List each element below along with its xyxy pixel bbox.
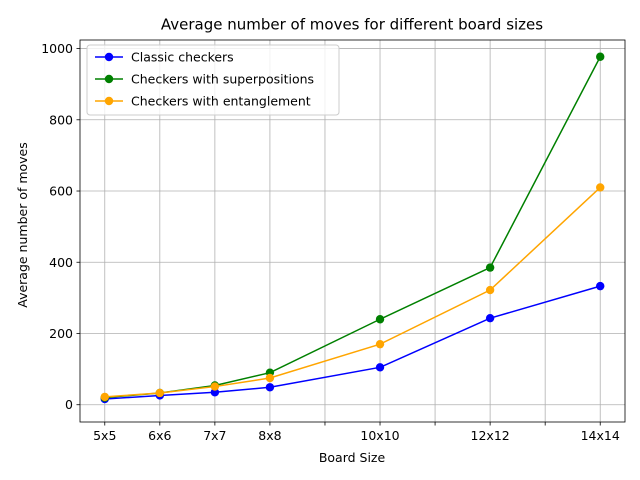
x-tick-label: 6x6 [148,428,171,443]
data-point [596,183,605,192]
chart-title: Average number of moves for different bo… [161,16,543,34]
y-tick-label: 800 [49,112,73,127]
plot-frame [79,39,626,423]
y-axis-ticks: 0 200 400 600 800 1000 [41,41,80,412]
legend-label: Checkers with entanglement [131,94,311,109]
series-line [104,186,601,398]
x-tick-label: 10x10 [360,428,399,443]
grid-lines [80,40,625,422]
x-tick-label: 7x7 [203,428,226,443]
legend-marker [104,96,114,106]
legend-label: Classic checkers [131,50,234,65]
legend-entry: Classic checkers [95,50,234,65]
x-tick-label: 8x8 [258,428,281,443]
legend: Classic checkers Checkers with superposit… [86,44,340,116]
y-tick-label: 400 [49,255,73,270]
y-tick-label: 200 [49,326,73,341]
y-tick-label: 600 [49,184,73,199]
data-point [265,383,275,392]
data-point [155,388,165,398]
data-point [485,313,495,323]
data-point [485,285,495,295]
y-tick-label: 0 [65,397,73,412]
legend-marker [104,74,114,84]
series-3 [100,183,605,402]
x-tick-label: 12x12 [471,428,510,443]
data-point [375,363,385,372]
y-tick-label: 1000 [41,41,73,56]
data-point [375,339,385,349]
legend-entry: Checkers with entanglement [95,94,311,109]
y-axis-label: Average number of moves [15,142,30,308]
series-layer [100,52,605,404]
data-point [100,392,109,402]
data-point [596,281,605,291]
data-point [265,373,275,383]
legend-label: Checkers with superpositions [131,72,314,87]
legend-marker [104,52,114,62]
data-point [485,263,495,272]
data-point [210,382,220,391]
series-1 [100,281,605,404]
x-axis-label: Board Size [319,450,386,465]
series-line [104,285,601,400]
x-axis-ticks: 5x5 6x6 7x7 8x8 10x10 12x12 14x14 [93,422,620,443]
data-point [375,315,385,324]
x-tick-label: 14x14 [581,428,620,443]
x-tick-label: 5x5 [93,428,116,443]
legend-box [86,44,340,116]
legend-entry: Checkers with superpositions [95,72,314,87]
data-point [596,52,605,61]
